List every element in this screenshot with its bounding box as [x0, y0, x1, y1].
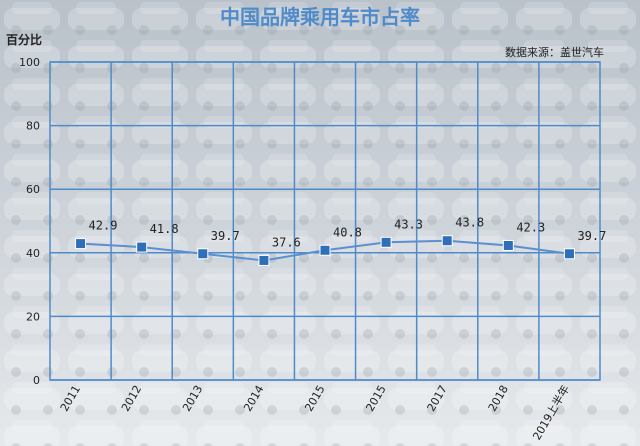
- data-point-marker: [319, 244, 331, 256]
- data-point-marker: [380, 236, 392, 248]
- y-tick-label: 80: [26, 120, 40, 133]
- series-layer: [75, 235, 575, 266]
- data-value-label: 43.8: [455, 216, 484, 230]
- data-value-label: 42.3: [516, 220, 545, 234]
- y-tick-label: 60: [26, 183, 40, 196]
- chart-title: 中国品牌乘用车市占率: [220, 5, 420, 29]
- data-value-label: 39.7: [211, 229, 240, 243]
- data-value-label: 37.6: [272, 235, 301, 249]
- data-point-marker: [258, 254, 270, 266]
- source-note: 数据来源：盖世汽车: [505, 45, 604, 59]
- y-tick-label: 0: [33, 374, 40, 387]
- data-value-label: 40.8: [333, 225, 362, 239]
- data-point-marker: [75, 238, 87, 250]
- y-tick-labels: 0 20 40 60 80 100: [19, 56, 40, 387]
- y-axis-label: 百分比: [6, 32, 42, 47]
- data-value-label: 41.8: [150, 222, 179, 236]
- data-point-marker: [502, 239, 514, 251]
- data-point-marker: [197, 248, 209, 260]
- y-tick-label: 100: [19, 56, 40, 69]
- data-value-label: 39.7: [577, 229, 606, 243]
- data-value-label: 43.3: [394, 217, 423, 231]
- y-tick-label: 40: [26, 247, 40, 260]
- y-tick-label: 20: [26, 310, 40, 323]
- data-point-marker: [136, 241, 148, 253]
- data-point-marker: [441, 235, 453, 247]
- data-value-label: 42.9: [89, 219, 118, 233]
- data-point-marker: [563, 248, 575, 260]
- data-labels: 42.9 41.8 39.7 37.6 40.8 43.3 43.8 42.3 39.7: [89, 216, 607, 250]
